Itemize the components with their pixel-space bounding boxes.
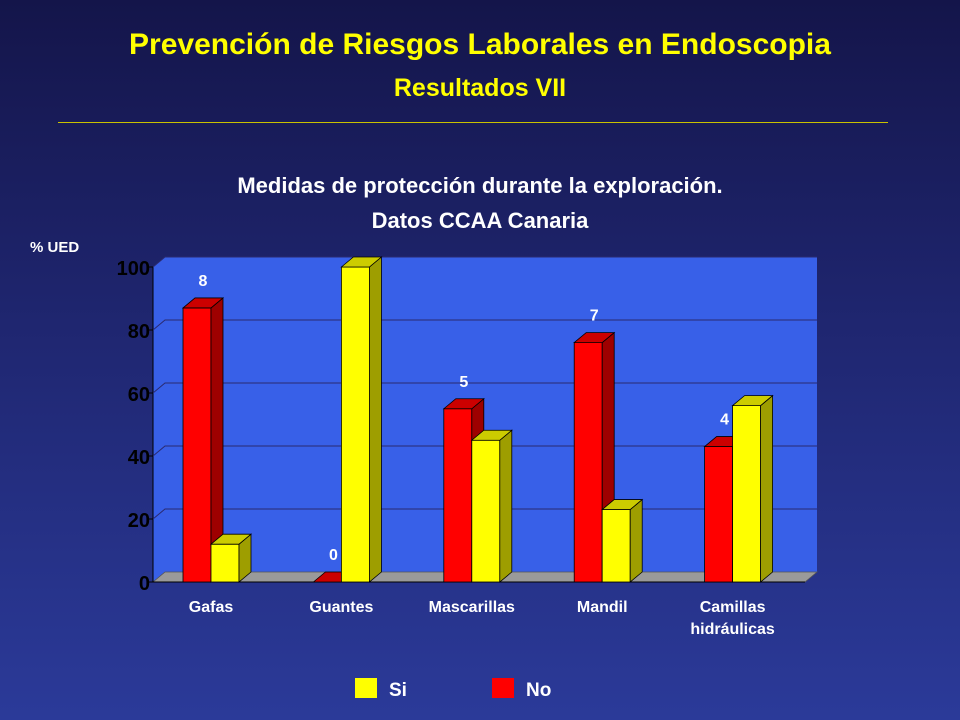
bar-top-si	[470, 429, 513, 441]
bar-top-si	[731, 395, 774, 407]
legend-label-no: No	[526, 680, 551, 701]
legend-label-si: Si	[389, 680, 407, 701]
plot-area	[153, 257, 817, 582]
bar-side-si	[499, 429, 513, 583]
bar-side-si	[629, 498, 643, 583]
bar-top-no	[442, 398, 485, 410]
y-tick-label: 20	[128, 510, 150, 532]
x-tick-label: Guantes	[309, 599, 373, 616]
gridline	[152, 256, 817, 268]
slide-title: Prevención de Riesgos Laborales en Endos…	[129, 28, 831, 61]
bar-no	[182, 307, 212, 583]
bar-si	[732, 405, 761, 583]
bar-si	[471, 439, 501, 583]
data-label: 0	[329, 547, 338, 564]
gridline	[152, 319, 817, 331]
bar-no	[704, 446, 733, 583]
y-axis-label: % UED	[30, 239, 79, 256]
x-tick-label: Gafas	[189, 599, 234, 616]
x-tick-label: Mascarillas	[429, 599, 515, 616]
legend-swatch-si	[355, 678, 377, 698]
bar-si	[340, 266, 370, 583]
data-label: 8	[199, 273, 208, 290]
data-label: 7	[590, 308, 599, 325]
bar-si	[210, 543, 240, 583]
x-tick-label: Mandil	[577, 599, 628, 616]
chart-title-line: Datos CCAA Canaria	[372, 208, 590, 233]
y-tick-label: 60	[128, 384, 150, 406]
bar-si	[601, 509, 631, 583]
y-tick-label: 40	[128, 447, 150, 469]
bar-top-si	[601, 499, 644, 510]
bar-top-si	[209, 533, 253, 545]
slide-subtitle: Resultados VII	[393, 74, 567, 102]
data-label: 4	[720, 412, 729, 429]
bar-side-si	[368, 256, 382, 583]
x-tick-label: Camillas hidráulicas	[690, 599, 775, 638]
bar-top-no	[573, 332, 616, 344]
bar-top-no	[181, 297, 225, 309]
y-tick-label: 100	[117, 258, 150, 280]
title-divider	[58, 122, 888, 123]
chart-title-line: Medidas de protección durante la explora…	[237, 173, 722, 198]
bar-side-si	[760, 394, 773, 583]
bar-no	[443, 408, 473, 583]
y-tick-label: 0	[139, 573, 150, 595]
data-label: 5	[459, 374, 468, 391]
legend-swatch-no	[492, 678, 514, 698]
y-tick-label: 80	[128, 321, 150, 343]
bar-top-si	[340, 256, 383, 268]
bar-no	[573, 342, 603, 583]
